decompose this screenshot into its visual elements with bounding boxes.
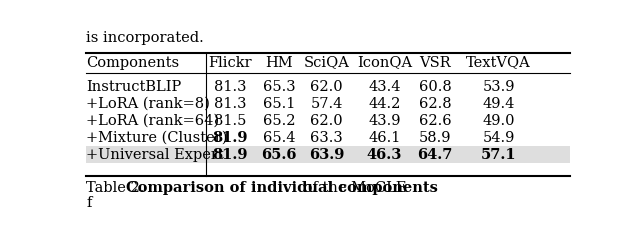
Text: Flickr: Flickr — [209, 55, 252, 70]
Text: 64.7: 64.7 — [417, 148, 452, 162]
Text: InstructBLIP: InstructBLIP — [86, 80, 182, 94]
Text: 81.3: 81.3 — [214, 97, 246, 111]
Text: +LoRA (rank=64): +LoRA (rank=64) — [86, 114, 220, 128]
Text: 81.9: 81.9 — [212, 131, 248, 145]
Bar — [86, 147, 570, 163]
Text: is incorporated.: is incorporated. — [86, 31, 204, 45]
Text: 62.8: 62.8 — [419, 97, 451, 111]
Text: 57.1: 57.1 — [481, 148, 516, 162]
Text: VSR: VSR — [419, 55, 451, 70]
Text: 63.9: 63.9 — [308, 148, 344, 162]
Text: 54.9: 54.9 — [483, 131, 515, 145]
Text: +Mixture (Cluster): +Mixture (Cluster) — [86, 131, 228, 145]
Text: 53.9: 53.9 — [483, 80, 515, 94]
Text: 81.5: 81.5 — [214, 114, 246, 128]
Text: SciQA: SciQA — [303, 55, 349, 70]
Text: 57.4: 57.4 — [310, 97, 342, 111]
Text: 46.3: 46.3 — [367, 148, 403, 162]
Text: 65.4: 65.4 — [263, 131, 296, 145]
Text: Comparison of individual components: Comparison of individual components — [127, 181, 438, 195]
Text: Table 2.: Table 2. — [86, 181, 154, 195]
Text: 46.1: 46.1 — [369, 131, 401, 145]
Text: of the MoCLE: of the MoCLE — [298, 181, 406, 195]
Text: +LoRA (rank=8): +LoRA (rank=8) — [86, 97, 210, 111]
Text: 62.0: 62.0 — [310, 80, 343, 94]
Text: 81.3: 81.3 — [214, 80, 246, 94]
Text: 49.4: 49.4 — [483, 97, 515, 111]
Text: IconQA: IconQA — [357, 55, 412, 70]
Text: 62.0: 62.0 — [310, 114, 343, 128]
Text: 62.6: 62.6 — [419, 114, 451, 128]
Text: +Universal Expert: +Universal Expert — [86, 148, 224, 162]
Text: 60.8: 60.8 — [419, 80, 451, 94]
Text: 63.3: 63.3 — [310, 131, 343, 145]
Text: 81.9: 81.9 — [212, 148, 248, 162]
Text: 65.2: 65.2 — [263, 114, 296, 128]
Text: f: f — [86, 196, 92, 210]
Text: Components: Components — [86, 55, 179, 70]
Text: 44.2: 44.2 — [369, 97, 401, 111]
Text: 65.1: 65.1 — [263, 97, 296, 111]
Text: HM: HM — [266, 55, 293, 70]
Text: 43.4: 43.4 — [369, 80, 401, 94]
Text: 43.9: 43.9 — [369, 114, 401, 128]
Text: 58.9: 58.9 — [419, 131, 451, 145]
Text: 65.6: 65.6 — [261, 148, 297, 162]
Text: TextVQA: TextVQA — [466, 55, 531, 70]
Text: 65.3: 65.3 — [263, 80, 296, 94]
Text: 49.0: 49.0 — [483, 114, 515, 128]
